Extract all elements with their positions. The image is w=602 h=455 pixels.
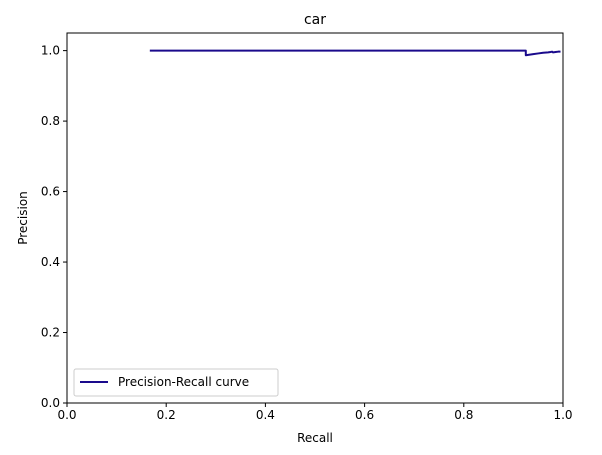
y-tick-label: 1.0 [41, 44, 60, 58]
y-tick-label: 0.6 [41, 185, 60, 199]
x-tick-label: 0.6 [355, 408, 374, 422]
y-axis-label: Precision [16, 191, 30, 245]
y-axis: 0.0 0.2 0.4 0.6 0.8 1.0 [41, 44, 67, 410]
y-tick-label: 0.0 [41, 396, 60, 410]
x-tick-label: 0.8 [454, 408, 473, 422]
legend: Precision-Recall curve [73, 368, 279, 397]
x-tick-label: 0.0 [57, 408, 76, 422]
legend-box [73, 368, 279, 397]
x-tick-label: 0.2 [157, 408, 176, 422]
y-tick-label: 0.8 [41, 114, 60, 128]
x-tick-label: 1.0 [553, 408, 572, 422]
y-tick-label: 0.4 [41, 255, 60, 269]
axes-frame [66, 32, 564, 404]
plot-area [149, 49, 561, 57]
x-axis-label: Recall [297, 431, 333, 445]
y-tick-label: 0.2 [41, 326, 60, 340]
legend-label: Precision-Recall curve [118, 375, 249, 389]
x-axis: 0.0 0.2 0.4 0.6 0.8 1.0 [57, 403, 573, 422]
chart-title: car [304, 12, 326, 28]
x-tick-label: 0.4 [256, 408, 275, 422]
pr-curve-line [149, 49, 561, 57]
